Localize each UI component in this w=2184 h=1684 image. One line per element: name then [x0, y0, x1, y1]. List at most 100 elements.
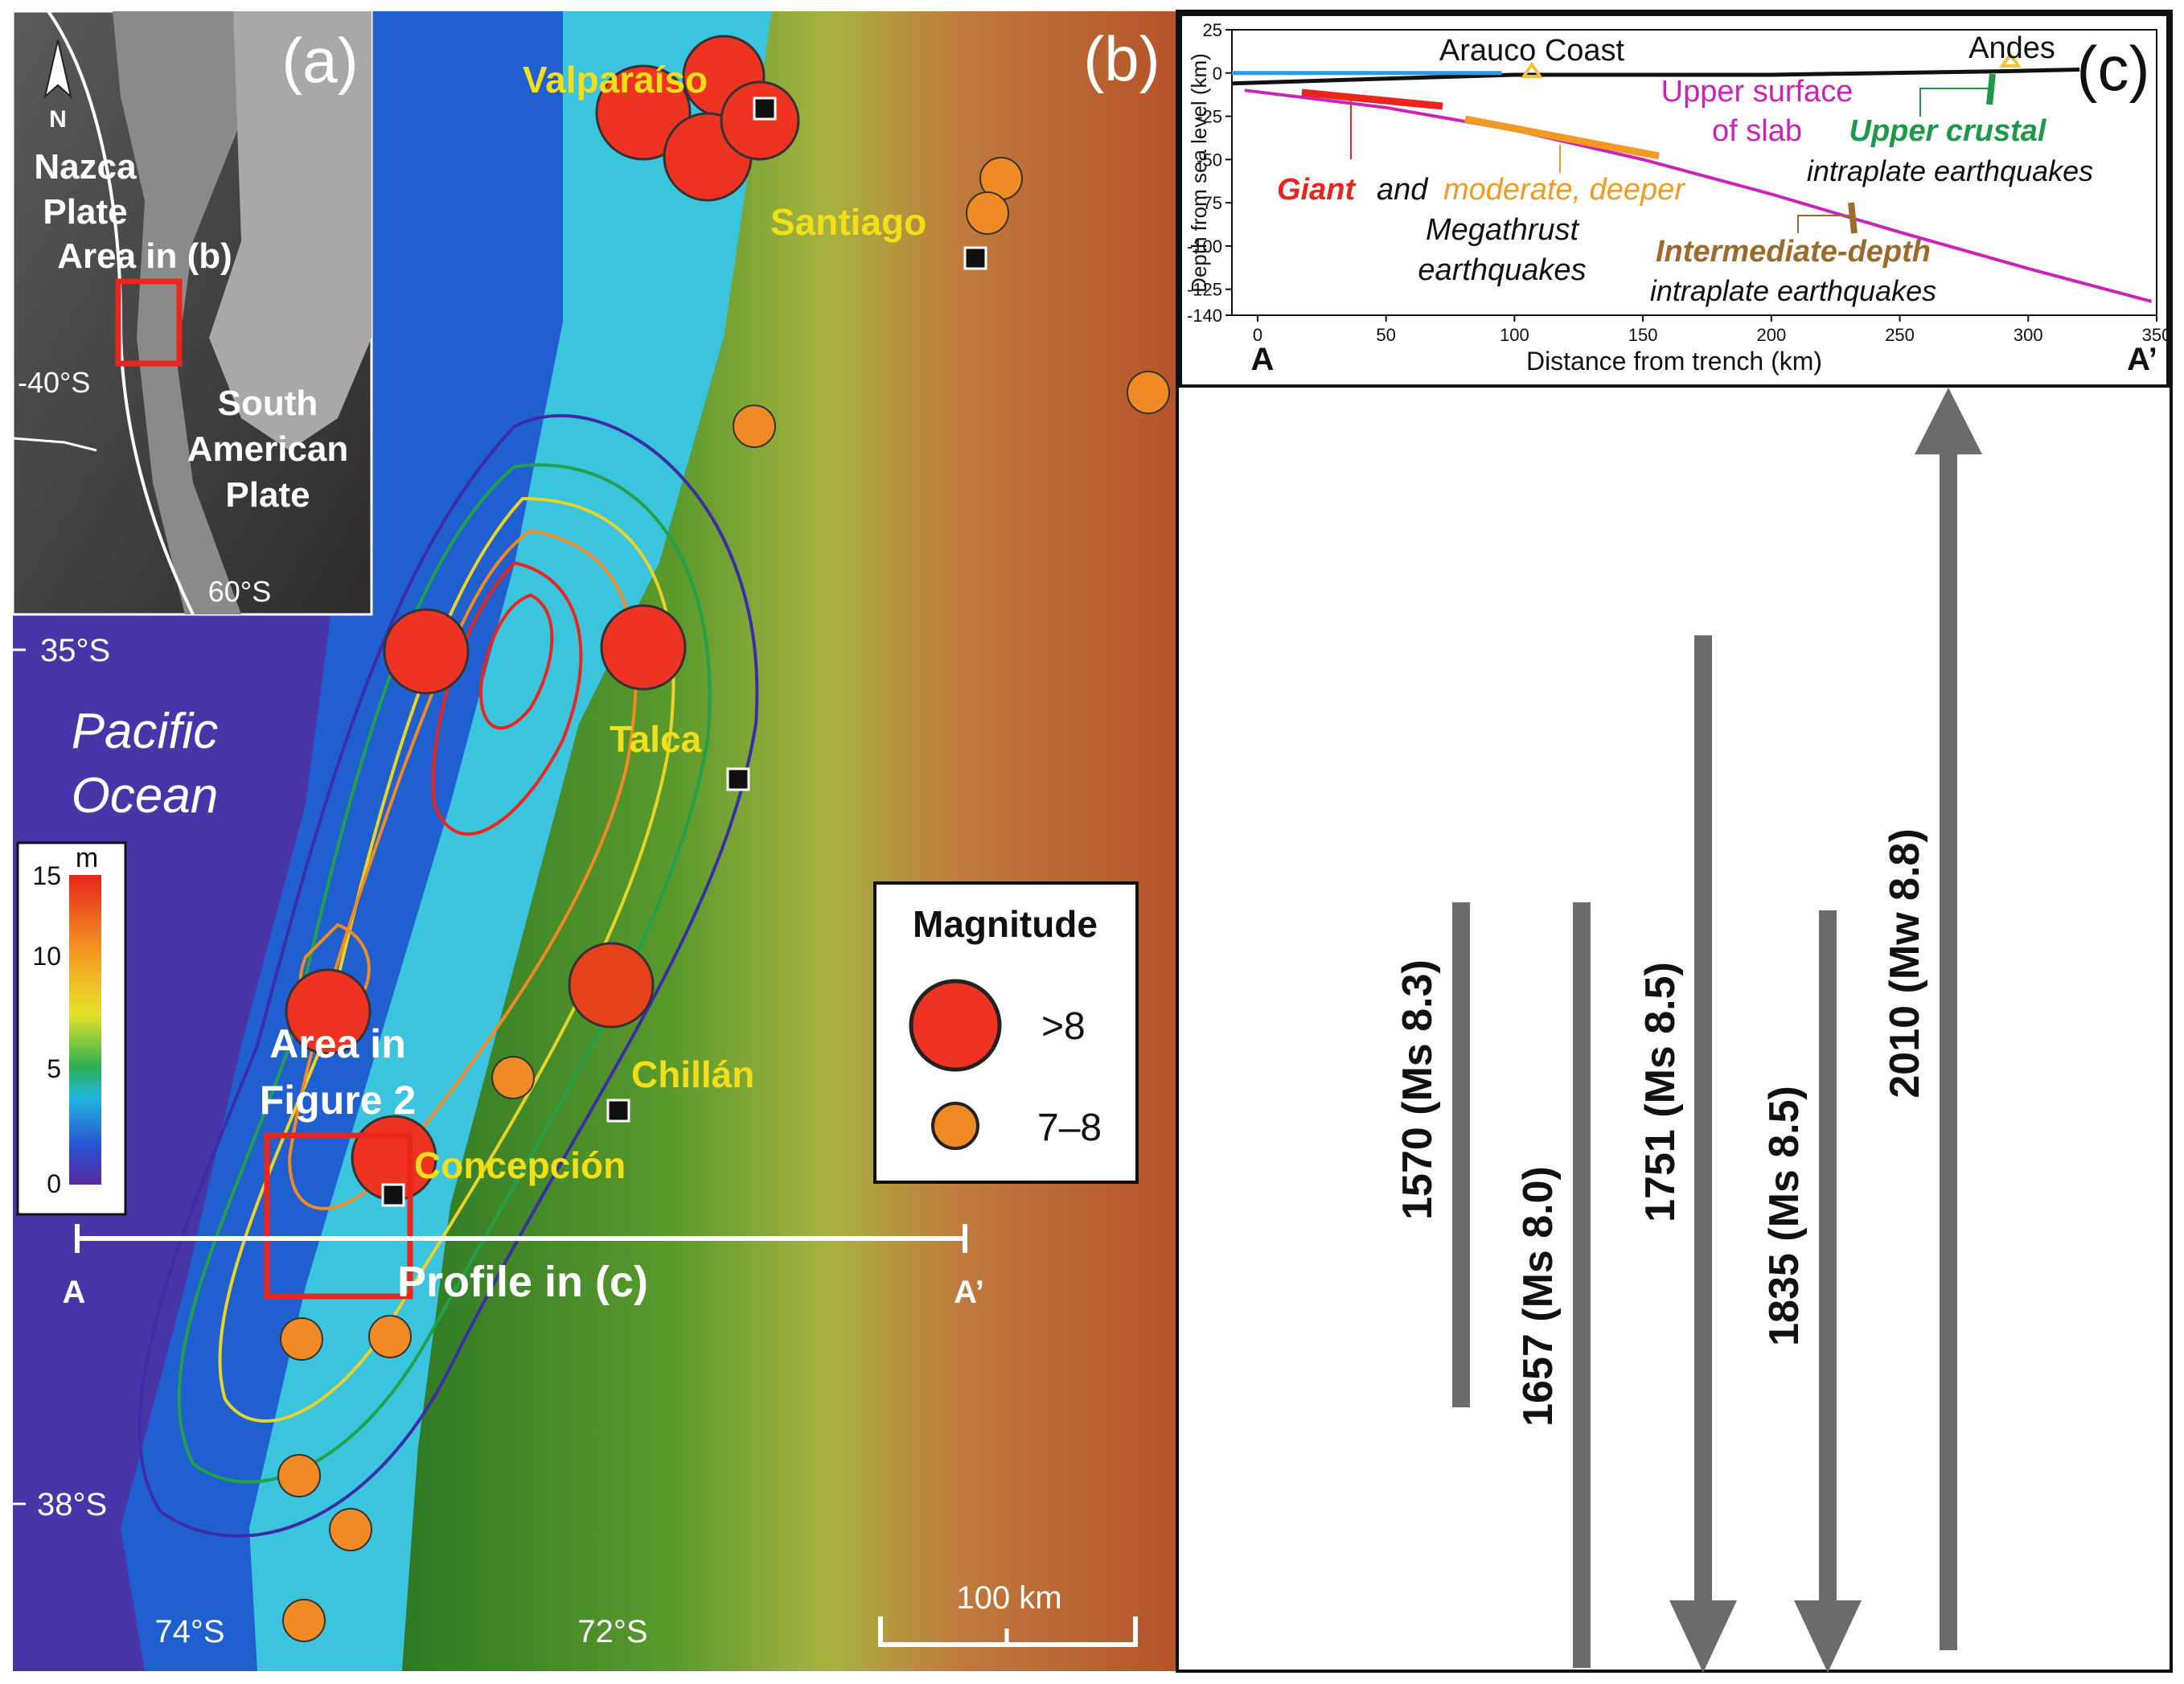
profile-line: A A’ Profile in (c) — [63, 1224, 984, 1310]
megathrust-label-1: Megathrust — [1426, 213, 1580, 247]
quake-big — [383, 608, 470, 695]
intermediate-label: Intermediate-depth — [1656, 235, 1931, 269]
quake-small — [280, 1317, 323, 1361]
lon-74-label: 74°S — [154, 1614, 224, 1649]
area-in-b-label: Area in (b) — [57, 236, 232, 276]
land — [402, 11, 1177, 1671]
series-line-topography — [1231, 67, 2080, 86]
arrow-down-icon — [1669, 1600, 1737, 1673]
event-label-1570: 1570 (Ms 8.3) — [1394, 959, 1441, 1220]
quake-small — [491, 1056, 535, 1099]
quake-small — [282, 1599, 326, 1642]
legend-big-label: >8 — [1041, 1005, 1086, 1048]
quake-big — [720, 80, 800, 161]
colorbar-tick-5: 5 — [47, 1054, 61, 1083]
city-marker — [753, 97, 777, 121]
ocean-label-2: Ocean — [72, 768, 219, 824]
quake-small — [733, 405, 776, 448]
colorbar-tick-0: 0 — [47, 1169, 61, 1198]
andes-label: Andes — [1968, 31, 2055, 65]
panel-c-label: (c) — [2077, 33, 2150, 104]
lon-72-label: 72°S — [577, 1614, 647, 1649]
lat-35-label: 35°S — [40, 633, 110, 668]
quake-big — [600, 604, 687, 691]
magnitude-legend: Magnitude >8 7–8 — [873, 881, 1139, 1184]
x-tick-label: 100 — [1500, 325, 1529, 345]
cross-section-series — [1231, 67, 2153, 303]
series-line-upper-surface-of-slab — [1244, 88, 2153, 303]
moderate-quake-zone — [1464, 115, 1660, 160]
y-tick-labels: 25 0 -25 -50 -75 -100 -125 -140 — [1187, 20, 1232, 326]
profile-a-label: A — [63, 1275, 86, 1310]
city-markers — [381, 97, 987, 1207]
panel-a-inset: N Nazca Plate Area in (b) South American… — [11, 10, 373, 616]
city-label-santiago: Santiago — [770, 201, 926, 243]
nazca-label-1: Nazca — [34, 147, 137, 187]
lat-60-label: 60°S — [208, 575, 271, 608]
north-label: N — [49, 106, 67, 133]
y-tick-label: -125 — [1187, 280, 1222, 300]
figure2-area-box — [264, 1132, 413, 1300]
quake-small — [1127, 371, 1170, 414]
rupture-bar-1751 — [1694, 635, 1712, 1600]
inset-continent-east — [209, 11, 372, 450]
city-marker — [381, 1183, 405, 1207]
profile-end-a2: A’ — [2127, 342, 2157, 377]
legend-title: Magnitude — [913, 903, 1098, 945]
event-label-1751: 1751 (Ms 8.5) — [1637, 962, 1684, 1222]
profile-end-a: A — [1251, 342, 1275, 377]
scale-label: 100 km — [956, 1580, 1061, 1616]
ocean-label-1: Pacific — [72, 704, 219, 759]
x-tick-label: 250 — [1885, 325, 1915, 345]
sa-plate-label-1: South — [218, 384, 318, 423]
panel-b-map: Valparaíso Santiago Talca Chillán Concep… — [13, 11, 1177, 1671]
colorbar-tick-15: 15 — [32, 861, 61, 890]
intraplate-label-2: intraplate earthquakes — [1650, 274, 1936, 307]
city-marker — [963, 246, 987, 270]
y-tick-label: -50 — [1197, 150, 1222, 170]
x-tick-label: 150 — [1628, 325, 1658, 345]
giant-quake-zone — [1301, 88, 1443, 110]
rupture-bar-1657 — [1573, 902, 1591, 1668]
rupture-timeline: 1570 (Ms 8.3) 1657 (Ms 8.0) 1751 (Ms 8.5… — [1394, 388, 1982, 1673]
rupture-bar-2010 — [1940, 450, 1957, 1650]
panel-b-label: (b) — [1083, 23, 1160, 94]
colorbar-tick-10: 10 — [32, 942, 61, 971]
y-tick-label: -75 — [1197, 193, 1222, 213]
slab-label-2: of slab — [1712, 114, 1802, 148]
rupture-bar-1570 — [1452, 902, 1470, 1407]
y-tick-label: -100 — [1187, 236, 1222, 257]
arrow-up-icon — [1915, 388, 1982, 454]
quake-small — [966, 191, 1009, 235]
quake-big — [285, 968, 372, 1055]
quake-small — [329, 1508, 372, 1551]
x-tick-label: 200 — [1756, 325, 1786, 345]
city-label-talca: Talca — [610, 718, 702, 760]
arauco-label: Arauco Coast — [1439, 34, 1625, 68]
upper-crustal-label: Upper crustal — [1849, 114, 2047, 148]
panel-a-label: (a) — [281, 25, 358, 96]
y-tick-label: -140 — [1187, 306, 1222, 326]
y-tick-label: 0 — [1213, 64, 1222, 84]
slab-label-1: Upper surface — [1661, 75, 1854, 109]
moderate-label: moderate, deeper — [1443, 173, 1685, 207]
quake-big — [595, 64, 692, 161]
x-axis-label: Distance from trench (km) — [1526, 347, 1822, 376]
north-arrow-icon — [43, 39, 72, 99]
event-label-1657: 1657 (Ms 8.0) — [1515, 1166, 1562, 1427]
quake-big — [568, 942, 655, 1029]
legend-big-symbol — [909, 979, 1002, 1072]
inset-area-box — [115, 278, 183, 367]
quake-small — [277, 1454, 321, 1497]
giant-label: Giant — [1277, 173, 1356, 207]
and-label: and — [1377, 173, 1429, 207]
rupture-bar-1835 — [1819, 910, 1837, 1600]
sa-plate-label-2: American — [187, 429, 349, 469]
x-tick-label: 50 — [1376, 325, 1395, 345]
event-label-1835: 1835 (Ms 8.5) — [1761, 1086, 1808, 1346]
legend-small-label: 7–8 — [1037, 1107, 1102, 1149]
x-tick-label: 300 — [2014, 325, 2043, 345]
megathrust-label-2: earthquakes — [1418, 253, 1586, 287]
profile-label: Profile in (c) — [397, 1258, 648, 1306]
